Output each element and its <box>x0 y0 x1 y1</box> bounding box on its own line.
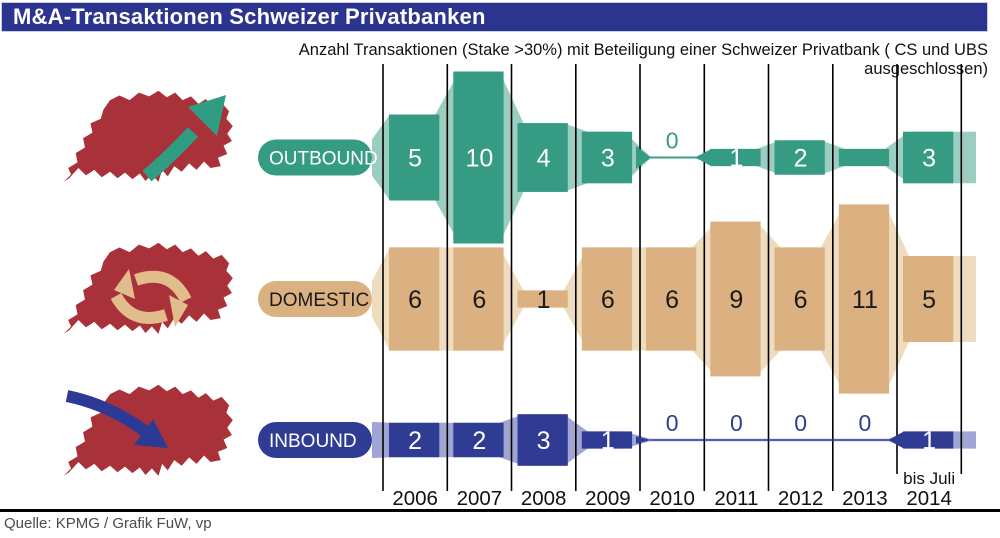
domestic-bar <box>389 247 440 351</box>
inbound-bar <box>389 422 440 458</box>
inbound-zero-label: 0 <box>730 410 743 436</box>
domestic-row-label: DOMESTIC <box>269 290 369 311</box>
outbound-bar <box>903 131 954 184</box>
domestic-value-label: 6 <box>601 286 615 314</box>
outbound-pill-cone <box>372 114 390 201</box>
outbound-value-label: 3 <box>922 145 936 173</box>
year-label: 2012 <box>778 487 824 510</box>
outbound-value-label: 10 <box>465 145 493 173</box>
year-label: 2006 <box>392 487 438 510</box>
inbound-zero-label: 0 <box>794 410 807 436</box>
inbound-zero-label: 0 <box>858 410 871 436</box>
inbound-value-label: 2 <box>472 427 486 455</box>
domestic-bar <box>453 247 504 351</box>
domestic-pill <box>258 281 372 317</box>
year-label: 2010 <box>649 487 695 510</box>
domestic-value-label: 6 <box>472 286 486 314</box>
outbound-bar <box>453 71 504 244</box>
domestic-value-label: 5 <box>922 286 936 314</box>
outbound-bar <box>774 140 825 175</box>
domestic-bar <box>517 290 568 308</box>
inbound-expand-tip <box>888 431 904 449</box>
inbound-zero-label: 0 <box>666 410 679 436</box>
inbound-bar <box>453 422 504 458</box>
domestic-value-label: 11 <box>852 286 878 314</box>
inbound-pill <box>258 422 372 458</box>
inbound-row-label: INBOUND <box>269 431 357 452</box>
period-note-label: bis Juli <box>903 469 955 488</box>
inbound-bar <box>517 414 568 466</box>
inbound-taper-tip <box>636 436 651 444</box>
outbound-bar <box>838 148 890 167</box>
inbound-bar <box>903 431 954 449</box>
year-label: 2011 <box>714 487 758 510</box>
outbound-value-label: 5 <box>408 145 422 173</box>
domestic-bar <box>903 256 954 342</box>
year-label: 2008 <box>521 487 567 510</box>
footer-rule <box>0 509 1000 512</box>
outbound-value-label: 1 <box>729 145 743 173</box>
outbound-bar <box>581 131 633 184</box>
inbound-value-label: 2 <box>408 427 422 455</box>
inbound-value-label: 1 <box>922 427 936 455</box>
inbound-value-label: 3 <box>537 427 551 455</box>
inbound-bar <box>581 431 633 449</box>
year-label: 2009 <box>585 487 631 510</box>
domestic-bar <box>710 221 761 377</box>
year-label: 2013 <box>842 487 888 510</box>
outbound-value-label: 3 <box>601 145 615 173</box>
domestic-value-label: 9 <box>729 286 743 314</box>
inbound-pill-cone <box>372 422 390 458</box>
domestic-value-label: 6 <box>665 286 679 314</box>
domestic-pill-cone <box>372 247 390 351</box>
outbound-expand-tip <box>695 148 712 167</box>
domestic-value-label: 1 <box>537 286 551 314</box>
outbound-zero-label: 0 <box>666 128 679 154</box>
outbound-row-label: OUTBOUND <box>269 149 378 170</box>
year-label: 2007 <box>457 487 503 510</box>
outbound-value-label: 2 <box>794 145 808 173</box>
domestic-value-label: 6 <box>408 286 422 314</box>
outbound-taper-tip <box>636 146 651 169</box>
outbound-bar <box>710 148 761 167</box>
domestic-bar <box>581 247 633 351</box>
domestic-map-icon <box>63 242 233 334</box>
outbound-bar <box>389 114 440 201</box>
domestic-value-label: 6 <box>794 286 808 314</box>
outbound-map-icon <box>63 90 233 182</box>
year-label: 2014 <box>906 487 952 510</box>
inbound-map-icon <box>63 384 233 476</box>
domestic-bar <box>838 204 890 394</box>
outbound-pill <box>258 139 372 176</box>
chart-subtitle: Anzahl Transaktionen (Stake >30%) mit Be… <box>298 41 988 78</box>
page-title: M&A-Transaktionen Schweizer Privatbanken <box>1 2 988 32</box>
outbound-value-label: 4 <box>537 145 551 173</box>
outbound-bar <box>517 123 568 192</box>
domestic-bar <box>646 247 697 351</box>
source-credit: Quelle: KPMG / Grafik FuW, vp <box>4 515 212 532</box>
domestic-bar <box>774 247 825 351</box>
inbound-value-label: 1 <box>601 427 615 455</box>
